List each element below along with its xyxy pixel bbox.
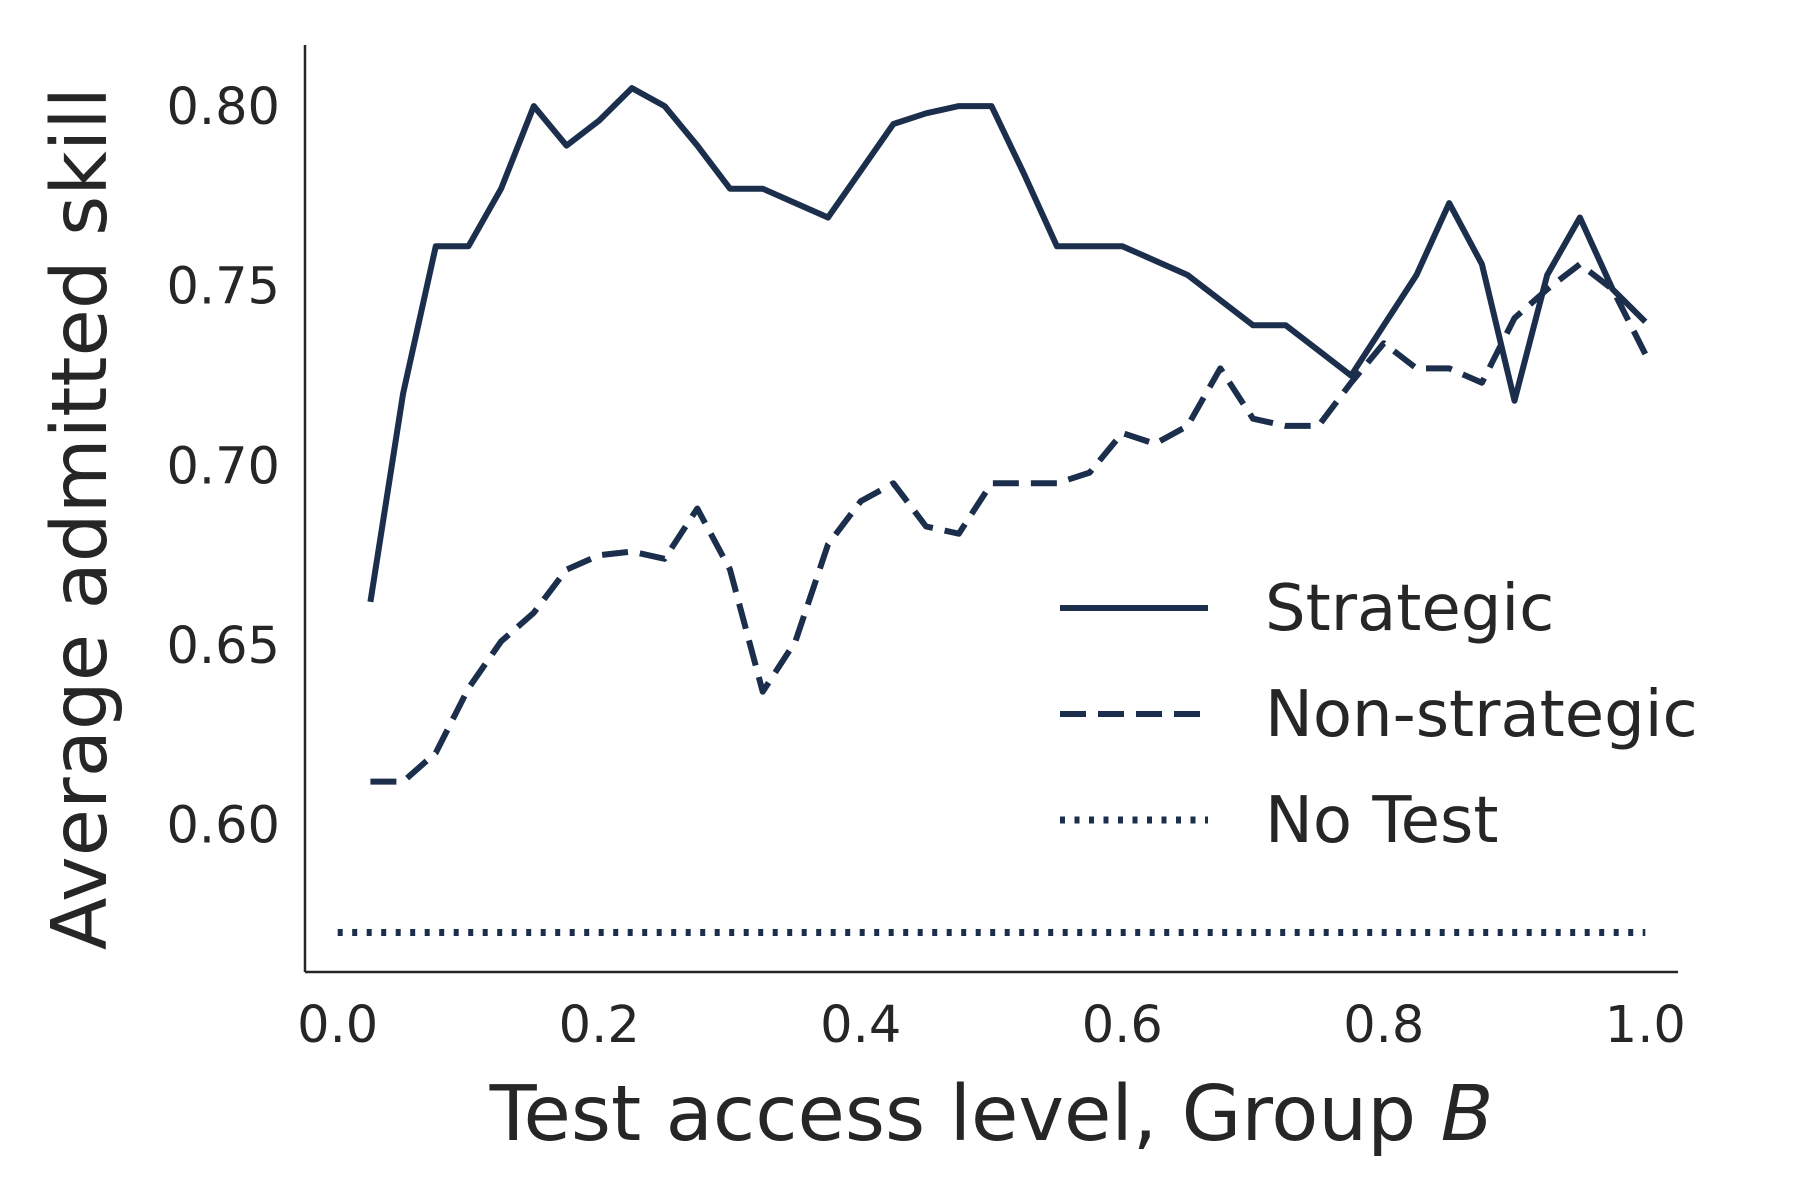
- legend-label: No Test: [1265, 784, 1498, 858]
- y-axis-title: Average admitted skill: [36, 87, 125, 950]
- legend-label: Strategic: [1265, 572, 1554, 646]
- y-tick-label: 0.65: [166, 617, 280, 676]
- y-tick-label: 0.80: [166, 78, 280, 137]
- axes: [303, 45, 1678, 974]
- y-tick-label: 0.70: [166, 437, 280, 496]
- series-line-strategic: [367, 85, 1648, 603]
- x-tick-label: 0.4: [820, 996, 901, 1055]
- y-tick-label: 0.75: [166, 258, 280, 317]
- x-axis-title-variable: B: [1441, 1070, 1494, 1159]
- series-lines: [337, 85, 1648, 936]
- x-tick-label: 0.6: [1082, 996, 1163, 1055]
- legend-label: Non-strategic: [1265, 678, 1698, 752]
- x-tick-label: 0.8: [1343, 996, 1424, 1055]
- x-tick-label: 1.0: [1605, 996, 1686, 1055]
- y-ticks: 0.60 0.65 0.70 0.75 0.80: [166, 78, 280, 856]
- series-line-non-strategic: [370, 261, 1648, 785]
- x-tick-label: 0.2: [559, 996, 640, 1055]
- x-axis-title: Test access level, Group B: [489, 1070, 1494, 1159]
- legend: Strategic Non-strategic No Test: [1060, 572, 1698, 858]
- y-tick-label: 0.60: [166, 797, 280, 856]
- x-ticks: 0.0 0.2 0.4 0.6 0.8 1.0: [297, 996, 1686, 1055]
- x-axis-title-text: Test access level, Group: [489, 1070, 1441, 1159]
- x-tick-label: 0.0: [297, 996, 378, 1055]
